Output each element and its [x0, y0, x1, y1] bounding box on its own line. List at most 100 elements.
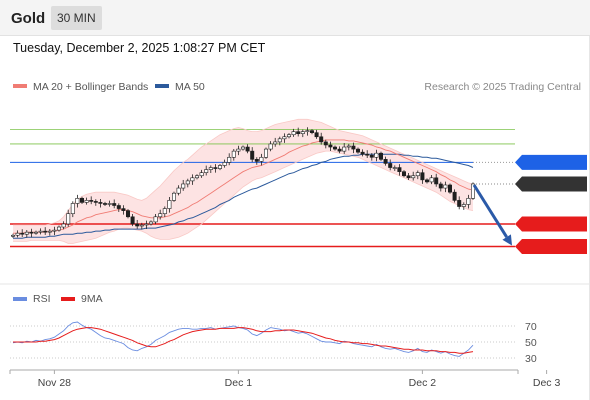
ma20-line — [13, 139, 474, 234]
candle-up — [52, 229, 57, 232]
moving-averages — [13, 118, 474, 244]
candle-up — [241, 146, 246, 150]
candle-down — [43, 230, 48, 233]
candle-up — [305, 130, 310, 132]
support-label-box — [515, 216, 587, 232]
candle-down — [93, 201, 98, 203]
candle-up — [273, 141, 278, 145]
time-axis-label: Dec 3 — [533, 377, 561, 389]
pivot-label-box — [515, 154, 587, 170]
candle-up — [208, 167, 213, 170]
bollinger-band-area — [13, 119, 473, 244]
current-price-label-box — [515, 176, 587, 192]
candle-down — [126, 210, 131, 218]
rsi-tick-label: 50 — [525, 337, 537, 349]
support-label-box — [515, 239, 587, 255]
chart-header-bar: Gold 30 MIN — [0, 0, 590, 36]
candle-down — [420, 172, 425, 181]
candle-up — [70, 203, 75, 215]
candle-up — [227, 156, 232, 163]
level-lines — [10, 129, 515, 248]
candle-down — [112, 203, 117, 206]
candle-up — [84, 200, 89, 203]
candle-down — [369, 154, 374, 158]
candle-down — [378, 152, 383, 160]
candle-up — [268, 143, 273, 150]
timeframe-button[interactable]: 30 MIN — [51, 6, 102, 30]
bollinger-lower-line — [13, 150, 474, 244]
candle-up — [236, 148, 241, 152]
candle-down — [116, 205, 121, 209]
candle-up — [259, 156, 264, 162]
candle-down — [323, 141, 328, 146]
candle-down — [447, 184, 452, 193]
candle-up — [222, 162, 227, 166]
candle-up — [33, 231, 38, 234]
candle-up — [346, 145, 351, 148]
forecast-arrow-shaft — [472, 184, 508, 238]
candle-up — [61, 223, 66, 228]
candle-up — [415, 172, 420, 177]
candle-up — [139, 224, 144, 227]
level-labels — [515, 154, 587, 255]
candle-up — [466, 198, 471, 205]
time-axis: Nov 28 Dec 1 Dec 2 Dec 3 — [9, 369, 561, 389]
rsi-tick-label: 30 — [525, 353, 537, 365]
candle-down — [328, 144, 333, 148]
time-axis-label: Nov 28 — [38, 377, 71, 389]
candle-up — [374, 152, 379, 158]
candle-down — [452, 191, 457, 201]
candle-down — [388, 163, 393, 168]
rsi-ma-legend-label: 9MA — [81, 293, 103, 305]
candle-up — [47, 230, 52, 233]
candle-up — [204, 169, 209, 173]
candle-down — [254, 159, 259, 162]
time-axis-label: Dec 2 — [409, 377, 437, 389]
candle-down — [103, 203, 108, 205]
candle-down — [397, 167, 402, 172]
candle-up — [149, 221, 154, 225]
candle-up — [172, 192, 177, 201]
candle-down — [406, 175, 411, 179]
candle-down — [457, 200, 462, 207]
candle-down — [250, 150, 255, 160]
candle-down — [121, 208, 126, 211]
candle-up — [176, 187, 181, 194]
candle-down — [332, 146, 337, 150]
candle-down — [296, 131, 301, 134]
candle-up — [107, 203, 112, 205]
candle-up — [158, 213, 163, 218]
candle-up — [66, 213, 71, 225]
candle-down — [383, 159, 388, 164]
candle-down — [438, 183, 443, 189]
candle-up — [162, 208, 167, 215]
candle-up — [342, 146, 347, 152]
candle-up — [199, 172, 204, 177]
candle-down — [424, 179, 429, 183]
candle-up — [218, 165, 223, 169]
candlesticks — [11, 127, 475, 238]
candle-down — [314, 132, 319, 138]
ma50-legend-label: MA 50 — [175, 81, 205, 93]
rsi-legend-label: RSI — [33, 293, 51, 305]
candle-down — [351, 145, 356, 150]
candle-down — [434, 177, 439, 185]
chart-timestamp: Tuesday, December 2, 2025 1:08:27 PM CET — [13, 41, 266, 55]
candle-up — [263, 148, 268, 158]
rsi-ma-legend-swatch — [61, 297, 75, 301]
candle-up — [300, 131, 305, 134]
candle-up — [24, 231, 29, 235]
candle-up — [167, 200, 172, 209]
rsi-legend-swatch — [13, 297, 27, 301]
candle-down — [337, 148, 342, 152]
candle-down — [365, 153, 370, 156]
candle-up — [470, 183, 475, 199]
candle-up — [190, 177, 195, 182]
forecast-arrow — [472, 184, 512, 246]
candle-down — [98, 202, 103, 204]
candle-up — [286, 134, 291, 138]
candle-down — [135, 223, 140, 227]
candle-up — [185, 180, 190, 185]
candle-up — [231, 150, 236, 158]
candle-up — [195, 175, 200, 179]
